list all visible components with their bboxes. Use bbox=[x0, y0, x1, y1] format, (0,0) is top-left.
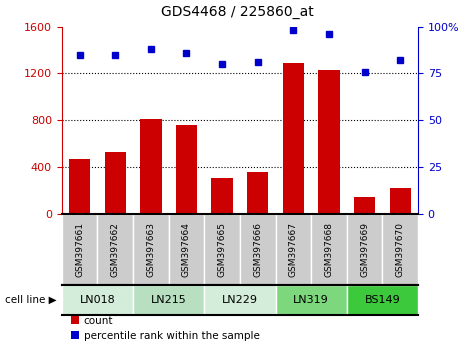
Text: GSM397666: GSM397666 bbox=[253, 222, 262, 277]
Bar bbox=[382, 214, 418, 285]
Text: GDS4468 / 225860_at: GDS4468 / 225860_at bbox=[161, 5, 314, 19]
Bar bbox=[169, 214, 204, 285]
Bar bbox=[283, 63, 304, 214]
Bar bbox=[133, 285, 204, 315]
Text: GSM397670: GSM397670 bbox=[396, 222, 405, 277]
Text: cell line ▶: cell line ▶ bbox=[5, 295, 57, 305]
Bar bbox=[276, 214, 311, 285]
Bar bbox=[211, 178, 233, 214]
Text: GSM397669: GSM397669 bbox=[360, 222, 369, 277]
Bar bbox=[69, 159, 90, 214]
Text: LN215: LN215 bbox=[151, 295, 187, 305]
Bar bbox=[62, 285, 133, 315]
Bar bbox=[104, 152, 126, 214]
Bar bbox=[204, 214, 240, 285]
Text: GSM397668: GSM397668 bbox=[324, 222, 333, 277]
Text: GSM397663: GSM397663 bbox=[146, 222, 155, 277]
Text: GSM397665: GSM397665 bbox=[218, 222, 227, 277]
Bar bbox=[176, 125, 197, 214]
Bar bbox=[140, 119, 162, 214]
Bar bbox=[204, 285, 276, 315]
Text: GSM397662: GSM397662 bbox=[111, 222, 120, 277]
Text: GSM397661: GSM397661 bbox=[75, 222, 84, 277]
Bar bbox=[347, 214, 382, 285]
Bar bbox=[247, 172, 268, 214]
Bar bbox=[62, 214, 97, 285]
Text: GSM397664: GSM397664 bbox=[182, 222, 191, 277]
Text: BS149: BS149 bbox=[364, 295, 400, 305]
Bar bbox=[240, 214, 276, 285]
Bar bbox=[133, 214, 169, 285]
Text: LN018: LN018 bbox=[79, 295, 115, 305]
Bar bbox=[390, 188, 411, 214]
Bar bbox=[97, 214, 133, 285]
Bar bbox=[276, 285, 347, 315]
Text: GSM397667: GSM397667 bbox=[289, 222, 298, 277]
Bar bbox=[347, 285, 418, 315]
Legend: count, percentile rank within the sample: count, percentile rank within the sample bbox=[67, 312, 264, 345]
Bar bbox=[318, 70, 340, 214]
Text: LN229: LN229 bbox=[222, 295, 258, 305]
Text: LN319: LN319 bbox=[293, 295, 329, 305]
Bar bbox=[311, 214, 347, 285]
Bar bbox=[354, 197, 375, 214]
